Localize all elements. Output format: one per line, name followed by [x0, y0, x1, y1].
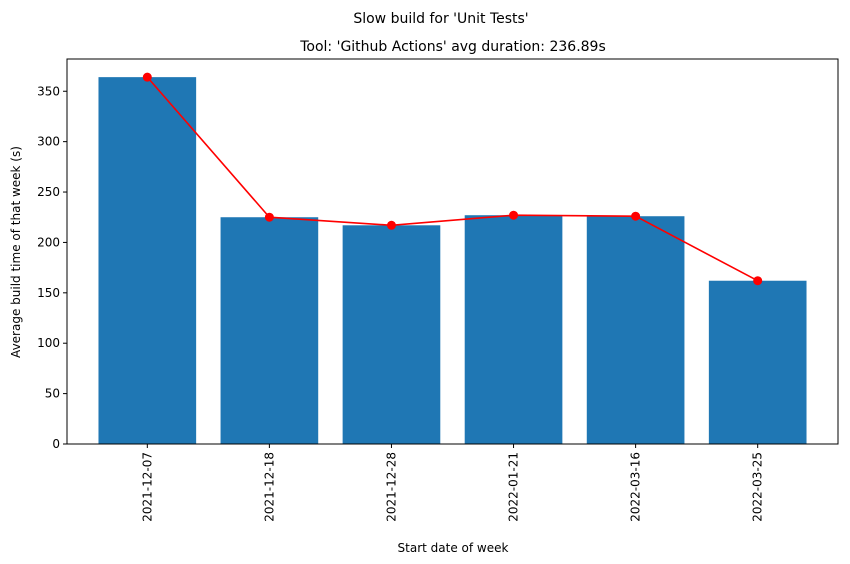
- marker-2021-12-07: [142, 72, 152, 82]
- x-tick-label: 2021-12-28: [384, 452, 398, 522]
- y-tick-label: 100: [37, 336, 60, 350]
- line-series: [146, 76, 759, 282]
- bar-2021-12-28: [342, 225, 441, 444]
- x-tick-label: 2022-01-21: [507, 452, 521, 522]
- x-tick-label: 2022-03-25: [751, 452, 765, 522]
- plot-frame: [66, 58, 839, 445]
- marker-2022-01-21: [509, 210, 519, 220]
- x-tick-label: 2022-03-16: [629, 452, 643, 522]
- y-axis-label: Average build time of that week (s): [9, 146, 23, 358]
- x-tick-label: 2021-12-18: [262, 452, 276, 522]
- marker-2022-03-16: [631, 211, 641, 221]
- marker-2022-03-25: [753, 276, 763, 286]
- y-tick-label: 200: [37, 235, 60, 249]
- x-axis-label: Start date of week: [398, 541, 509, 555]
- x-tick-label: 2021-12-07: [140, 452, 154, 522]
- marker-2021-12-18: [264, 212, 274, 222]
- bar-2022-01-21: [464, 215, 563, 444]
- chart-suptitle: Slow build for 'Unit Tests': [353, 11, 528, 27]
- y-tick-label: 50: [45, 387, 60, 401]
- marker-2021-12-28: [386, 220, 396, 230]
- bar-series: [98, 77, 807, 444]
- bar-2021-12-18: [220, 217, 319, 444]
- bar-2022-03-16: [586, 216, 685, 444]
- trend-line: [146, 76, 759, 282]
- y-tick-label: 350: [37, 84, 60, 98]
- y-tick-label: 250: [37, 185, 60, 199]
- bar-2022-03-25: [708, 280, 807, 444]
- y-tick-label: 150: [37, 286, 60, 300]
- bar-2021-12-07: [98, 77, 197, 444]
- x-axis-ticks: 2021-12-07 2021-12-18 2021-12-28 2022-01-21…: [140, 444, 765, 522]
- y-axis-ticks: 0 50 100 150 200 250 300 350: [37, 84, 67, 451]
- y-tick-label: 300: [37, 135, 60, 149]
- chart-title: Tool: 'Github Actions' avg duration: 236…: [299, 39, 606, 55]
- y-tick-label: 0: [52, 437, 60, 451]
- marker-series: [142, 72, 763, 286]
